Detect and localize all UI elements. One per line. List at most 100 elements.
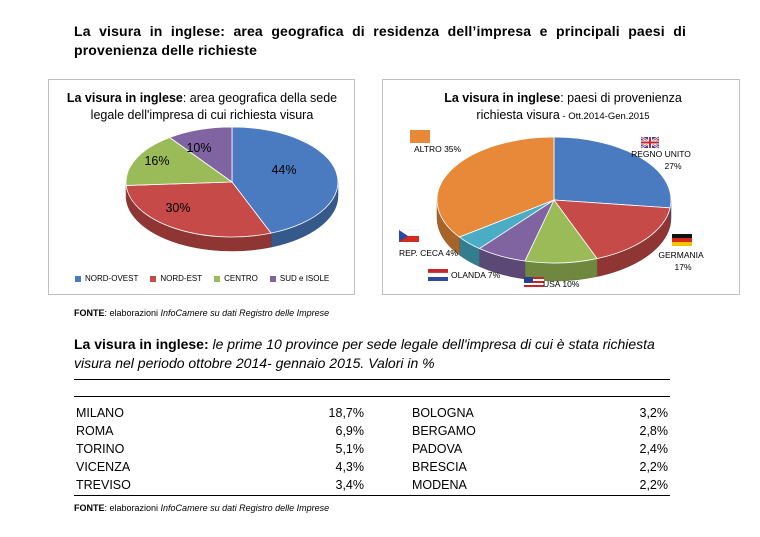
spacer	[364, 476, 412, 494]
legend-item-sud-e-isole: SUD e ISOLE	[269, 274, 330, 283]
province-value: 2,8%	[639, 424, 669, 438]
pie-slice-centro	[125, 137, 234, 186]
spacer	[364, 458, 412, 476]
data-label-regno-unito: 27%	[664, 161, 681, 171]
source-note-2: FONTE: elaborazioni InfoCamere su dati R…	[74, 503, 329, 513]
germany-flag-icon	[672, 234, 692, 246]
province-value: 5,1%	[335, 442, 365, 456]
spacer	[364, 440, 412, 458]
source-note-1: FONTE: elaborazioni InfoCamere su dati R…	[74, 308, 329, 318]
province-name: BRESCIA	[412, 460, 467, 474]
pie-chart-area-geografica: 44% 30% 16% 10%	[125, 126, 339, 252]
fonte-colon: : elaborazioni	[104, 308, 161, 318]
table-title-bold: La visura in inglese:	[74, 336, 209, 352]
pie-slice-germania	[553, 199, 671, 260]
usa-flag-icon	[524, 277, 544, 289]
province-name: BERGAMO	[412, 424, 476, 438]
table-row: MILANO 18,7% BOLOGNA 3,2%	[76, 404, 668, 422]
legend-swatch	[150, 275, 157, 282]
data-label-nord-ovest: 44%	[271, 163, 296, 177]
chart-title-paesi: La visura in inglese: paesi di provenien…	[413, 90, 713, 125]
pie-top-faces	[125, 126, 339, 238]
chart-title-bold: La visura in inglese	[66, 91, 183, 105]
chart-panel-paesi-provenienza: La visura in inglese: paesi di provenien…	[382, 79, 740, 295]
pie-chart-paesi: REGNO UNITO 27% GERMANIA 17% USA 10% OLANDA 7…	[398, 130, 704, 289]
orange-square-icon	[410, 130, 430, 143]
legend-label: CENTRO	[224, 274, 258, 283]
table-row: TORINO 5,1% PADOVA 2,4%	[76, 440, 668, 458]
table-row: ROMA 6,9% BERGAMO 2,8%	[76, 422, 668, 440]
chart-title-bold: La visura in inglese	[444, 91, 561, 105]
table-row: TREVISO 3,4% MODENA 2,2%	[76, 476, 668, 494]
spacer	[364, 404, 412, 422]
table-bottom-rule	[74, 495, 670, 496]
chart-title-line2: richiesta visura	[476, 108, 560, 122]
data-label-germania: GERMANIA	[658, 250, 704, 260]
data-label-olanda: OLANDA 7%	[451, 270, 501, 280]
legend-item-nord-ovest: NORD-OVEST	[75, 274, 138, 283]
province-value: 2,2%	[639, 478, 669, 492]
uk-flag-icon	[640, 135, 660, 150]
pie-slice-regno-unito	[553, 136, 672, 209]
province-name: TREVISO	[76, 478, 131, 492]
table-title: La visura in inglese: le prime 10 provin…	[74, 335, 694, 373]
fonte-source: InfoCamere su dati Registro delle Impres…	[160, 308, 330, 318]
province-table: MILANO 18,7% BOLOGNA 3,2% ROMA 6,9% BERGAMO 2,8…	[76, 404, 668, 494]
province-value: 2,4%	[639, 442, 669, 456]
data-label-altro: ALTRO 35%	[414, 144, 462, 154]
province-value: 2,2%	[639, 460, 669, 474]
table-header-rule	[74, 396, 670, 397]
table-title-italic: le prime 10 province per sede legale del…	[74, 336, 655, 371]
data-label-rep-ceca: REP. CECA 4%	[399, 248, 458, 258]
document-title: La visura in inglese: area geografica di…	[74, 23, 686, 58]
province-name: VICENZA	[76, 460, 131, 474]
province-value: 6,9%	[335, 424, 365, 438]
chart-panel-area-geografica: La visura in inglese: area geografica de…	[48, 79, 355, 295]
netherlands-flag-icon	[427, 269, 449, 281]
legend-label: NORD-EST	[160, 274, 203, 283]
province-value: 3,4%	[335, 478, 365, 492]
province-name: ROMA	[76, 424, 114, 438]
data-label-usa: USA 10%	[543, 279, 580, 289]
legend-area-geografica: NORD-OVEST NORD-EST CENTRO SUD e ISOLE	[75, 274, 329, 283]
province-name: PADOVA	[412, 442, 463, 456]
chart-title-period: - Ott.2014-Gen.2015	[559, 111, 650, 122]
fonte-label: FONTE	[74, 503, 105, 513]
legend-swatch	[75, 275, 81, 282]
legend-swatch	[269, 275, 276, 282]
province-name: MILANO	[76, 406, 124, 420]
pie-slice-nord-est	[125, 181, 272, 238]
legend-label: NORD-OVEST	[85, 274, 139, 283]
data-label-sud-e-isole: 10%	[186, 141, 211, 155]
chart-title-rest: : paesi di provenienza	[560, 91, 682, 105]
data-label-germania: 17%	[674, 262, 691, 272]
province-value: 3,2%	[639, 406, 669, 420]
fonte-source: InfoCamere su dati Registro delle Impres…	[160, 503, 330, 513]
legend-swatch	[214, 275, 221, 282]
data-label-regno-unito: REGNO UNITO	[631, 149, 691, 159]
province-name: MODENA	[412, 478, 467, 492]
chart-title-rest: : area geografica della sede legale dell…	[90, 91, 338, 122]
legend-item-nord-est: NORD-EST	[150, 274, 202, 283]
pie-slice-usa	[524, 199, 598, 264]
table-top-rule	[74, 379, 670, 380]
table-row: VICENZA 4,3% BRESCIA 2,2%	[76, 458, 668, 476]
fonte-colon: : elaborazioni	[104, 503, 161, 513]
spacer	[364, 422, 412, 440]
pie-slice-altro	[436, 136, 555, 238]
legend-item-centro: CENTRO	[214, 274, 258, 283]
province-name: BOLOGNA	[412, 406, 474, 420]
fonte-label: FONTE	[74, 308, 105, 318]
pie-slice-sud-e-isole	[168, 126, 233, 183]
legend-label: SUD e ISOLE	[279, 274, 330, 283]
czech-flag-icon	[398, 229, 420, 242]
pie-side-walls	[436, 199, 672, 282]
data-label-nord-est: 30%	[165, 201, 190, 215]
pie-slice-nord-ovest	[231, 126, 339, 234]
chart-title-area-geografica: La visura in inglese: area geografica de…	[61, 90, 343, 124]
data-label-centro: 16%	[144, 154, 169, 168]
province-value: 4,3%	[335, 460, 365, 474]
province-name: TORINO	[76, 442, 125, 456]
province-value: 18,7%	[328, 406, 364, 420]
pie-top-faces	[436, 136, 672, 264]
